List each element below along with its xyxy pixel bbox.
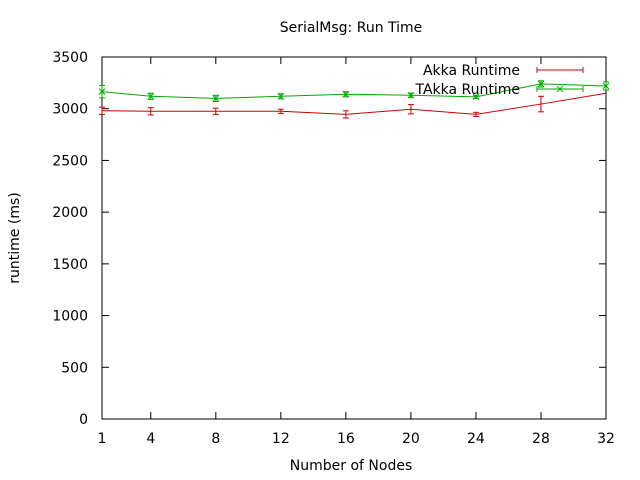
legend-label: TAkka Runtime <box>414 82 520 98</box>
y-axis-label: runtime (ms) <box>7 192 23 283</box>
y-tick-label: 2500 <box>52 153 88 169</box>
x-tick-label: 16 <box>337 431 355 447</box>
data-point <box>407 91 415 99</box>
series-1 <box>98 80 610 102</box>
y-tick-label: 2000 <box>52 205 88 221</box>
x-tick-label: 8 <box>211 431 220 447</box>
legend-label: Akka Runtime <box>423 63 520 79</box>
y-tick-label: 1000 <box>52 309 88 325</box>
series-line <box>101 83 607 99</box>
y-tick-label: 500 <box>61 360 88 376</box>
y-tick-label: 3000 <box>52 102 88 118</box>
y-tick-label: 3500 <box>52 50 88 66</box>
x-tick-label: 20 <box>402 431 420 447</box>
data-point <box>147 92 155 100</box>
plot-frame <box>101 56 607 420</box>
legend: Akka Runtime TAkka Runtime <box>414 63 584 98</box>
data-point <box>98 88 106 96</box>
data-point <box>342 90 350 98</box>
data-point <box>277 92 285 100</box>
x-tick-label: 24 <box>467 431 485 447</box>
x-axis-label: Number of Nodes <box>290 458 412 474</box>
axes: 1 4 8 12 16 20 24 28 32 0 500 1000 1500 2000 2500 3000 3… <box>52 50 615 447</box>
data-point <box>212 95 220 102</box>
y-tick-label: 0 <box>79 412 88 428</box>
series-line <box>101 92 607 115</box>
x-tick-label: 1 <box>98 431 107 447</box>
x-tick-label: 4 <box>146 431 155 447</box>
data-point <box>472 93 480 101</box>
x-tick-label: 32 <box>597 431 615 447</box>
data-point <box>537 80 545 88</box>
series-0 <box>99 92 607 119</box>
x-tick-label: 28 <box>532 431 550 447</box>
y-tick-label: 1500 <box>52 257 88 273</box>
x-tick-label: 12 <box>272 431 290 447</box>
chart-title: SerialMsg: Run Time <box>280 20 423 36</box>
legend-marker <box>556 85 564 93</box>
series-layer <box>98 80 610 119</box>
data-point <box>602 82 610 90</box>
